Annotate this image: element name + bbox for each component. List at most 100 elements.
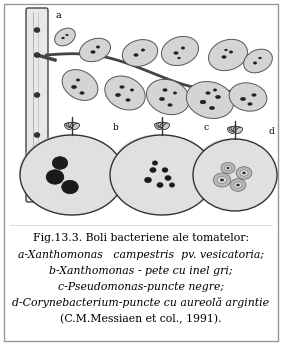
Ellipse shape — [186, 81, 234, 118]
Ellipse shape — [34, 92, 40, 98]
Ellipse shape — [229, 127, 237, 132]
Ellipse shape — [192, 138, 272, 206]
Ellipse shape — [233, 127, 241, 132]
Ellipse shape — [162, 123, 169, 130]
Ellipse shape — [34, 52, 40, 58]
Ellipse shape — [34, 183, 40, 187]
Ellipse shape — [231, 126, 239, 131]
Ellipse shape — [20, 135, 124, 215]
Ellipse shape — [259, 57, 261, 59]
Text: (C.M.Messiaen et col., 1991).: (C.M.Messiaen et col., 1991). — [60, 314, 222, 324]
Ellipse shape — [177, 57, 180, 59]
Ellipse shape — [110, 135, 214, 215]
Ellipse shape — [34, 28, 40, 32]
Ellipse shape — [144, 177, 152, 183]
Ellipse shape — [248, 102, 252, 106]
Ellipse shape — [126, 99, 130, 101]
Ellipse shape — [66, 122, 74, 128]
Ellipse shape — [174, 51, 178, 55]
Ellipse shape — [206, 91, 210, 95]
Ellipse shape — [122, 40, 158, 66]
Ellipse shape — [181, 47, 185, 49]
Ellipse shape — [134, 53, 138, 57]
Ellipse shape — [240, 97, 246, 101]
Ellipse shape — [162, 168, 168, 172]
Ellipse shape — [226, 167, 230, 169]
Ellipse shape — [130, 89, 134, 91]
Ellipse shape — [220, 178, 224, 181]
Ellipse shape — [213, 173, 231, 187]
Ellipse shape — [141, 49, 145, 51]
Ellipse shape — [215, 95, 221, 99]
Ellipse shape — [155, 123, 162, 130]
Ellipse shape — [235, 127, 243, 134]
Ellipse shape — [34, 158, 40, 162]
Ellipse shape — [213, 89, 217, 91]
Ellipse shape — [66, 34, 68, 36]
Ellipse shape — [34, 132, 40, 138]
Ellipse shape — [61, 37, 65, 39]
Ellipse shape — [161, 37, 199, 66]
Text: a-Xanthomonas   campestris  pv. vesicatoria;: a-Xanthomonas campestris pv. vesicatoria… — [18, 250, 264, 260]
Ellipse shape — [105, 76, 145, 110]
Ellipse shape — [168, 104, 172, 107]
Ellipse shape — [224, 165, 232, 171]
Ellipse shape — [160, 122, 168, 128]
Text: d-Corynebacterium-puncte cu aureolă argintie: d-Corynebacterium-puncte cu aureolă argi… — [12, 297, 270, 308]
Ellipse shape — [72, 123, 80, 130]
Ellipse shape — [209, 106, 215, 110]
Text: d: d — [268, 127, 274, 136]
Text: b: b — [113, 124, 119, 132]
Ellipse shape — [169, 183, 175, 187]
Ellipse shape — [221, 162, 235, 174]
Ellipse shape — [70, 122, 78, 128]
Text: a: a — [55, 10, 61, 20]
Ellipse shape — [115, 93, 121, 97]
Ellipse shape — [71, 85, 77, 89]
Ellipse shape — [229, 51, 233, 53]
Text: c: c — [203, 124, 209, 132]
Ellipse shape — [156, 122, 164, 128]
Ellipse shape — [242, 172, 246, 174]
Ellipse shape — [217, 177, 226, 184]
Text: c-Pseudomonas-puncte negre;: c-Pseudomonas-puncte negre; — [58, 282, 224, 292]
Ellipse shape — [208, 39, 248, 71]
Ellipse shape — [147, 79, 190, 115]
Ellipse shape — [236, 184, 240, 186]
Ellipse shape — [222, 56, 226, 59]
Ellipse shape — [193, 139, 277, 211]
Ellipse shape — [55, 28, 75, 46]
Ellipse shape — [234, 182, 242, 188]
Ellipse shape — [120, 86, 124, 89]
Ellipse shape — [224, 49, 228, 51]
Ellipse shape — [240, 170, 248, 176]
Ellipse shape — [159, 97, 165, 101]
FancyBboxPatch shape — [26, 8, 48, 202]
Ellipse shape — [158, 122, 166, 127]
Ellipse shape — [163, 89, 167, 91]
Ellipse shape — [200, 100, 206, 104]
Text: b-Xanthomonas - pete cu inel gri;: b-Xanthomonas - pete cu inel gri; — [49, 266, 233, 276]
Ellipse shape — [46, 170, 64, 184]
Ellipse shape — [152, 161, 158, 165]
Ellipse shape — [236, 167, 252, 179]
Ellipse shape — [244, 49, 272, 73]
Ellipse shape — [80, 38, 111, 62]
Ellipse shape — [157, 183, 163, 188]
Ellipse shape — [165, 175, 171, 180]
Ellipse shape — [252, 93, 256, 97]
Ellipse shape — [228, 127, 234, 134]
Ellipse shape — [253, 62, 257, 64]
Ellipse shape — [62, 70, 98, 100]
Ellipse shape — [52, 157, 68, 169]
Ellipse shape — [173, 92, 177, 94]
Ellipse shape — [91, 50, 95, 53]
Ellipse shape — [96, 46, 100, 48]
Ellipse shape — [229, 83, 267, 111]
Text: Fig.13.3. Boli bacteriene ale tomatelor:: Fig.13.3. Boli bacteriene ale tomatelor: — [33, 233, 249, 243]
Ellipse shape — [19, 134, 119, 210]
Ellipse shape — [68, 122, 76, 127]
Ellipse shape — [76, 79, 80, 81]
Ellipse shape — [150, 167, 156, 172]
Ellipse shape — [80, 91, 84, 95]
